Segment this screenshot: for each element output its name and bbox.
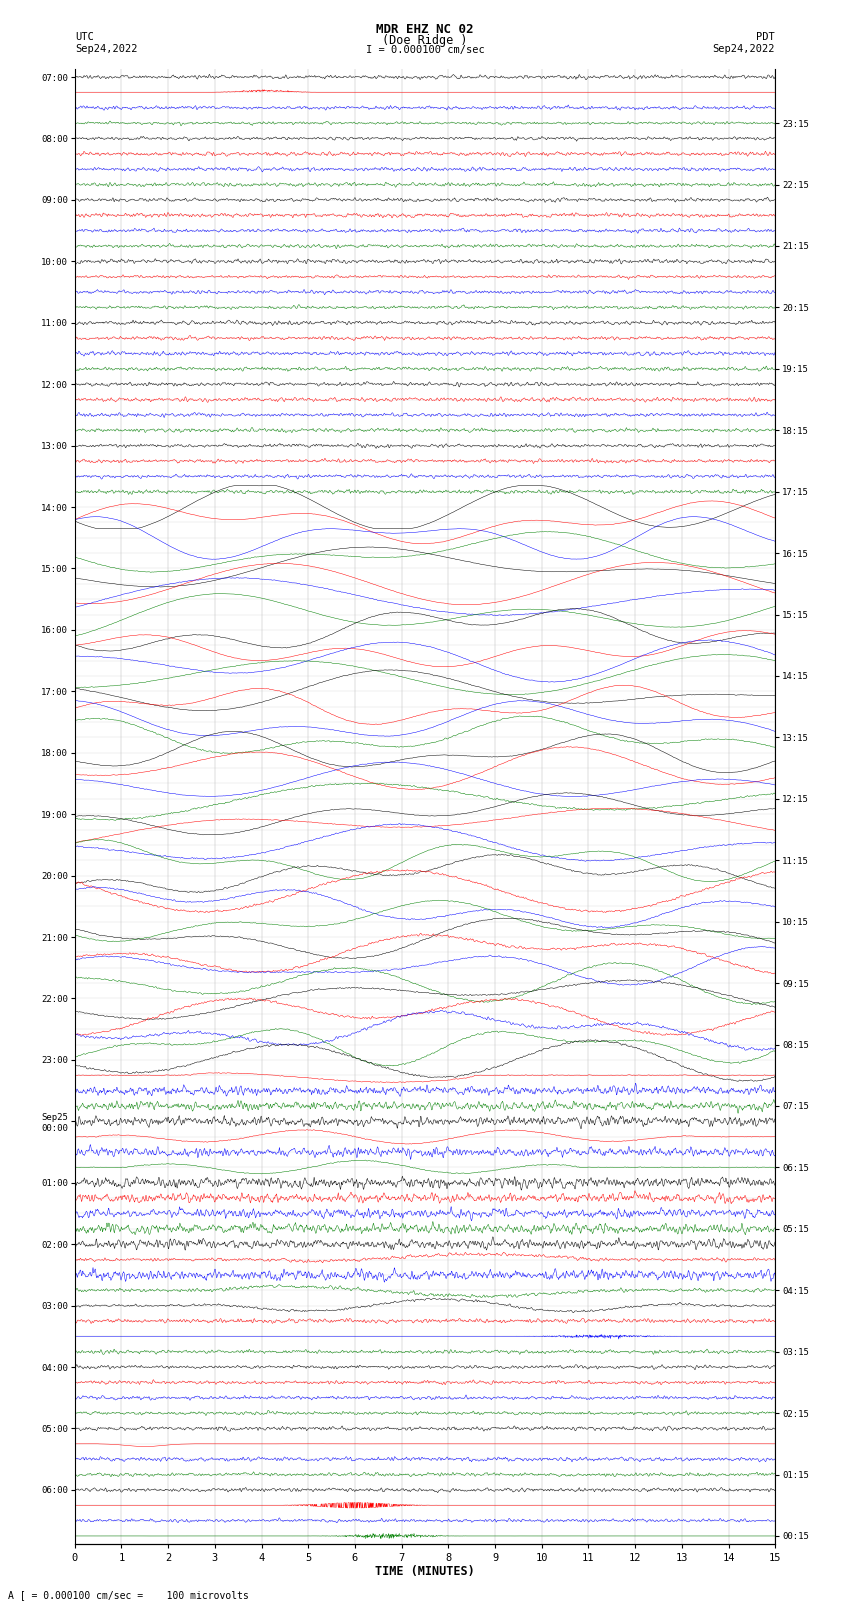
- Text: UTC: UTC: [75, 32, 94, 42]
- Text: MDR EHZ NC 02: MDR EHZ NC 02: [377, 23, 473, 35]
- Text: Sep24,2022: Sep24,2022: [712, 44, 775, 53]
- Text: PDT: PDT: [756, 32, 775, 42]
- X-axis label: TIME (MINUTES): TIME (MINUTES): [375, 1566, 475, 1579]
- Text: (Doe Ridge ): (Doe Ridge ): [382, 34, 468, 47]
- Text: I = 0.000100 cm/sec: I = 0.000100 cm/sec: [366, 45, 484, 55]
- Text: A [ = 0.000100 cm/sec =    100 microvolts: A [ = 0.000100 cm/sec = 100 microvolts: [8, 1590, 249, 1600]
- Text: Sep24,2022: Sep24,2022: [75, 44, 138, 53]
